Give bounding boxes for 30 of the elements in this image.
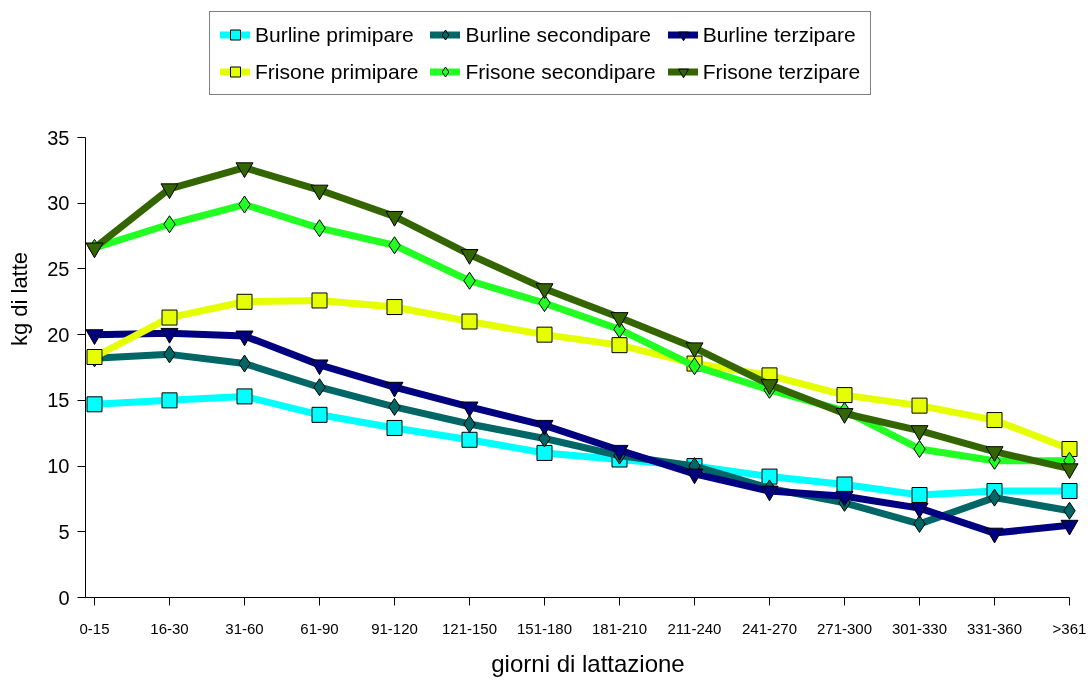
legend-label: Burline secondipare (465, 22, 652, 47)
x-tick-label: 271-300 (816, 619, 873, 637)
x-tick-label: >361 (1052, 619, 1087, 637)
x-tick-label: 151-180 (516, 619, 573, 637)
x-tick-label: 61-90 (300, 619, 339, 637)
legend-label: Frisone secondipare (465, 59, 656, 84)
legend-label: Burline terzipare (702, 22, 856, 47)
x-tick-label: 331-360 (966, 619, 1023, 637)
x-tick-label: 91-120 (371, 619, 418, 637)
x-tick-label: 0-15 (79, 619, 110, 637)
x-tick-label: 211-240 (667, 619, 722, 637)
y-tick-label: 5 (58, 520, 70, 543)
y-tick-label: 0 (58, 586, 70, 609)
y-tick-label: 15 (47, 389, 70, 412)
x-tick-label: 16-30 (150, 619, 189, 637)
legend-label: Frisone primipare (255, 59, 419, 84)
x-tick-label: 181-210 (591, 619, 648, 637)
y-axis-title: kg di latte (7, 251, 33, 347)
x-axis-title: giorni di lattazione (491, 649, 685, 677)
x-tick-label: 301-330 (891, 619, 948, 637)
x-tick-label: 241-270 (741, 619, 798, 637)
y-tick-label: 30 (47, 192, 70, 215)
x-tick-label: 31-60 (225, 619, 264, 637)
y-tick-label: 25 (47, 257, 70, 280)
legend-label: Burline primipare (255, 22, 414, 47)
legend-label: Frisone terzipare (702, 59, 861, 84)
y-tick-label: 20 (47, 323, 70, 346)
x-tick-label: 121-150 (441, 619, 498, 637)
y-tick-label: 35 (47, 126, 70, 149)
y-tick-label: 10 (47, 455, 70, 478)
